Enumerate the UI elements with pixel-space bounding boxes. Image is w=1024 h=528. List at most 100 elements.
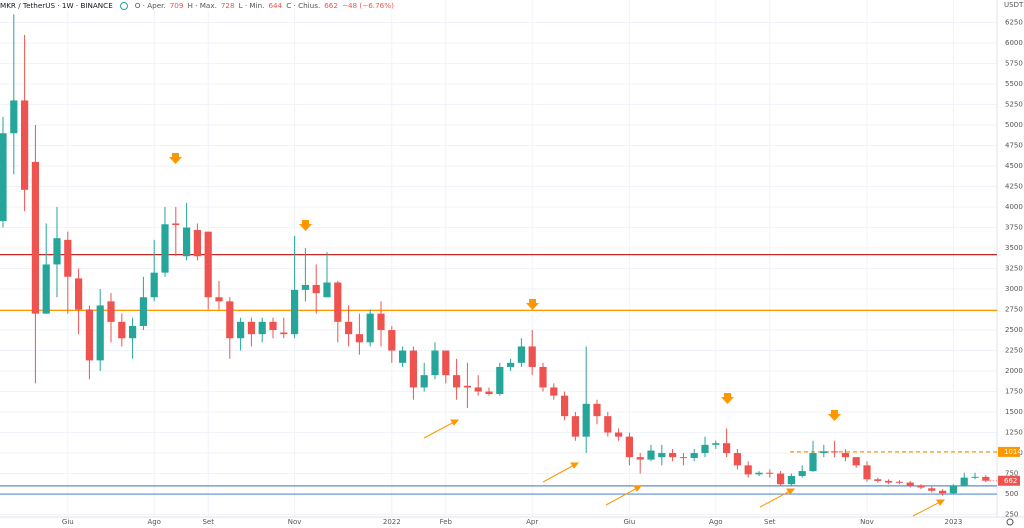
candle-body bbox=[647, 450, 655, 460]
y-tick-label: 4750 bbox=[1005, 142, 1023, 150]
candle-body bbox=[107, 301, 115, 322]
candle-body bbox=[183, 227, 191, 257]
candle-body bbox=[636, 457, 644, 460]
candle-body bbox=[863, 465, 871, 480]
y-tick-label: 3500 bbox=[1005, 244, 1023, 252]
candle-body bbox=[334, 282, 342, 322]
candle-body bbox=[733, 453, 741, 466]
candle-body bbox=[885, 480, 893, 483]
candle-body bbox=[150, 272, 158, 298]
down-arrow bbox=[169, 153, 182, 164]
up-arrow-head bbox=[570, 462, 580, 469]
last-price-label: 662 bbox=[1004, 477, 1017, 485]
candle-body bbox=[204, 231, 212, 298]
candle-body bbox=[831, 451, 839, 453]
last-price-box bbox=[998, 475, 1020, 486]
candle-body bbox=[31, 161, 39, 314]
candle-body bbox=[118, 321, 126, 339]
candle-body bbox=[301, 284, 309, 290]
settings-icon[interactable] bbox=[1006, 518, 1014, 526]
level-price-label: 1014 bbox=[1004, 448, 1022, 456]
ohlc-value: 709 bbox=[169, 1, 184, 10]
candle-body bbox=[485, 391, 493, 395]
x-tick-label: Ago bbox=[709, 518, 723, 526]
x-tick-label: Set bbox=[202, 518, 214, 526]
change: −48 (−6.76%) bbox=[341, 1, 394, 10]
currency-label: USDT bbox=[1004, 1, 1024, 9]
down-arrow bbox=[526, 299, 539, 310]
ohlc-key: L · Min. bbox=[238, 1, 265, 10]
candle-body bbox=[0, 133, 7, 221]
candle-body bbox=[496, 366, 504, 395]
candle-body bbox=[841, 453, 849, 458]
down-arrow bbox=[299, 220, 312, 231]
candle-body bbox=[982, 476, 990, 481]
candle-body bbox=[312, 284, 320, 294]
candle-body bbox=[64, 239, 72, 277]
y-tick-label: 1500 bbox=[1005, 408, 1023, 416]
candle-body bbox=[820, 451, 828, 454]
x-tick-label: Nov bbox=[288, 518, 302, 526]
x-tick-label: Ago bbox=[147, 518, 161, 526]
candle-body bbox=[21, 100, 29, 190]
x-tick-label: Nov bbox=[860, 518, 874, 526]
candle-body bbox=[971, 476, 979, 478]
candle-body bbox=[625, 436, 633, 458]
candle-body bbox=[906, 482, 914, 486]
x-tick-label: Giu bbox=[623, 518, 635, 526]
candle-body bbox=[442, 350, 450, 376]
candle-body bbox=[215, 297, 223, 302]
candle-body bbox=[75, 278, 83, 310]
y-tick-label: 4250 bbox=[1005, 183, 1023, 191]
candle-body bbox=[388, 330, 396, 351]
y-tick-label: 4000 bbox=[1005, 203, 1023, 211]
candle-body bbox=[258, 321, 266, 335]
candle-body bbox=[679, 457, 687, 459]
candle-body bbox=[420, 375, 428, 388]
candle-body bbox=[345, 321, 353, 335]
candle-body bbox=[507, 362, 515, 367]
y-tick-label: 2250 bbox=[1005, 347, 1023, 355]
ohlc-value: 662 bbox=[324, 1, 338, 10]
ohlc-key: H · Max. bbox=[187, 1, 217, 10]
candle-body bbox=[517, 346, 525, 363]
up-arrow-head bbox=[450, 419, 460, 426]
candle-body bbox=[323, 282, 331, 298]
candle-body bbox=[787, 476, 795, 485]
candle-body bbox=[615, 432, 623, 437]
up-arrow bbox=[912, 500, 943, 517]
up-arrow bbox=[759, 489, 793, 508]
candle-body bbox=[960, 477, 968, 486]
candle-body bbox=[355, 334, 363, 343]
candle-body bbox=[593, 403, 601, 417]
candle-body bbox=[949, 485, 957, 494]
candle-body bbox=[409, 350, 417, 388]
candle-body bbox=[766, 472, 774, 474]
annotations bbox=[169, 153, 946, 517]
candle-body bbox=[528, 346, 536, 367]
down-arrow bbox=[721, 393, 734, 404]
candle-body bbox=[744, 465, 752, 475]
up-arrow-head bbox=[633, 485, 643, 492]
down-arrow bbox=[828, 410, 841, 421]
candle-body bbox=[366, 313, 374, 343]
candle-body bbox=[161, 224, 169, 273]
y-tick-label: 6250 bbox=[1005, 19, 1023, 27]
y-tick-label: 500 bbox=[1005, 490, 1018, 498]
candle-body bbox=[809, 453, 817, 472]
candle-body bbox=[777, 473, 785, 485]
up-arrow-head bbox=[936, 499, 946, 506]
candle-body bbox=[571, 416, 579, 437]
y-tick-label: 1750 bbox=[1005, 388, 1023, 396]
candle-body bbox=[917, 485, 925, 488]
up-arrow bbox=[542, 463, 577, 483]
candle-body bbox=[895, 481, 903, 483]
candle-body bbox=[798, 471, 806, 477]
x-tick-label: 2022 bbox=[383, 518, 401, 526]
up-arrow-head bbox=[786, 488, 796, 495]
candle-body bbox=[755, 472, 763, 475]
legend-header: MKR / TetherUS · 1W · BINANCE O · Aper. 7… bbox=[0, 1, 394, 10]
ohlc-value: 728 bbox=[220, 1, 235, 10]
ohlc-key: C · Chius. bbox=[286, 1, 321, 10]
